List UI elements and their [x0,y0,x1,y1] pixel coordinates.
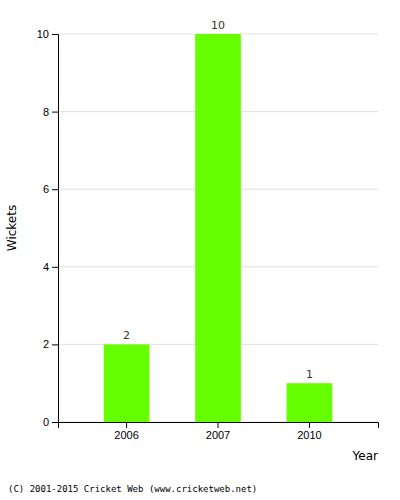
data-labels: 2 10 1 [123,19,313,381]
axis-line [52,35,59,423]
tick-mark [218,422,219,428]
tick: 0 [43,416,58,428]
tick: 2010 [297,422,321,441]
data-label: 2 [123,329,130,342]
bar [195,34,241,422]
footer: (C) 2001-2015 Cricket Web (www.cricketwe… [8,484,257,494]
tick: 6 [43,183,58,195]
tick: 2 [43,338,58,350]
chart-container: 0 2 4 6 8 10 2006 2007 2010 2 10 1 Wickets Year (C) 20… [0,0,400,500]
data-label: 1 [306,368,313,381]
data-label: 10 [211,19,225,32]
x-axis-title: Year [352,449,378,463]
tick: 10 [37,28,58,40]
tick-label: 2007 [206,429,230,441]
tick: 8 [43,106,58,118]
tick: 4 [43,261,58,273]
y-axis-title: Wickets [5,205,19,251]
tick-mark [52,112,58,113]
tick-label: 2010 [297,429,321,441]
tick-mark [52,422,58,423]
tick-mark [309,422,310,428]
bars [104,34,333,422]
bar [104,344,150,422]
tick-label: 2 [43,338,49,350]
tick-mark [126,422,127,428]
tick-label: 10 [37,28,49,40]
tick: 2006 [114,422,138,441]
y-axis: 0 2 4 6 8 10 [37,28,59,428]
tick-label: 4 [43,261,49,273]
bar [287,383,333,422]
tick-label: 6 [43,183,49,195]
chart: 0 2 4 6 8 10 2006 2007 2010 2 10 1 Wickets Year (C) 20… [0,0,400,500]
tick-mark [52,189,58,190]
axis-line [59,423,379,429]
x-axis: 2006 2007 2010 [59,422,379,441]
grid [58,34,378,422]
plot: 0 2 4 6 8 10 2006 2007 2010 2 10 1 Wickets Year [5,19,379,463]
tick-mark [52,344,58,345]
tick-label: 2006 [114,429,138,441]
tick-mark [52,34,58,35]
tick: 2007 [206,422,230,441]
tick-label: 0 [43,416,49,428]
tick-mark [52,267,58,268]
tick-label: 8 [43,106,49,118]
